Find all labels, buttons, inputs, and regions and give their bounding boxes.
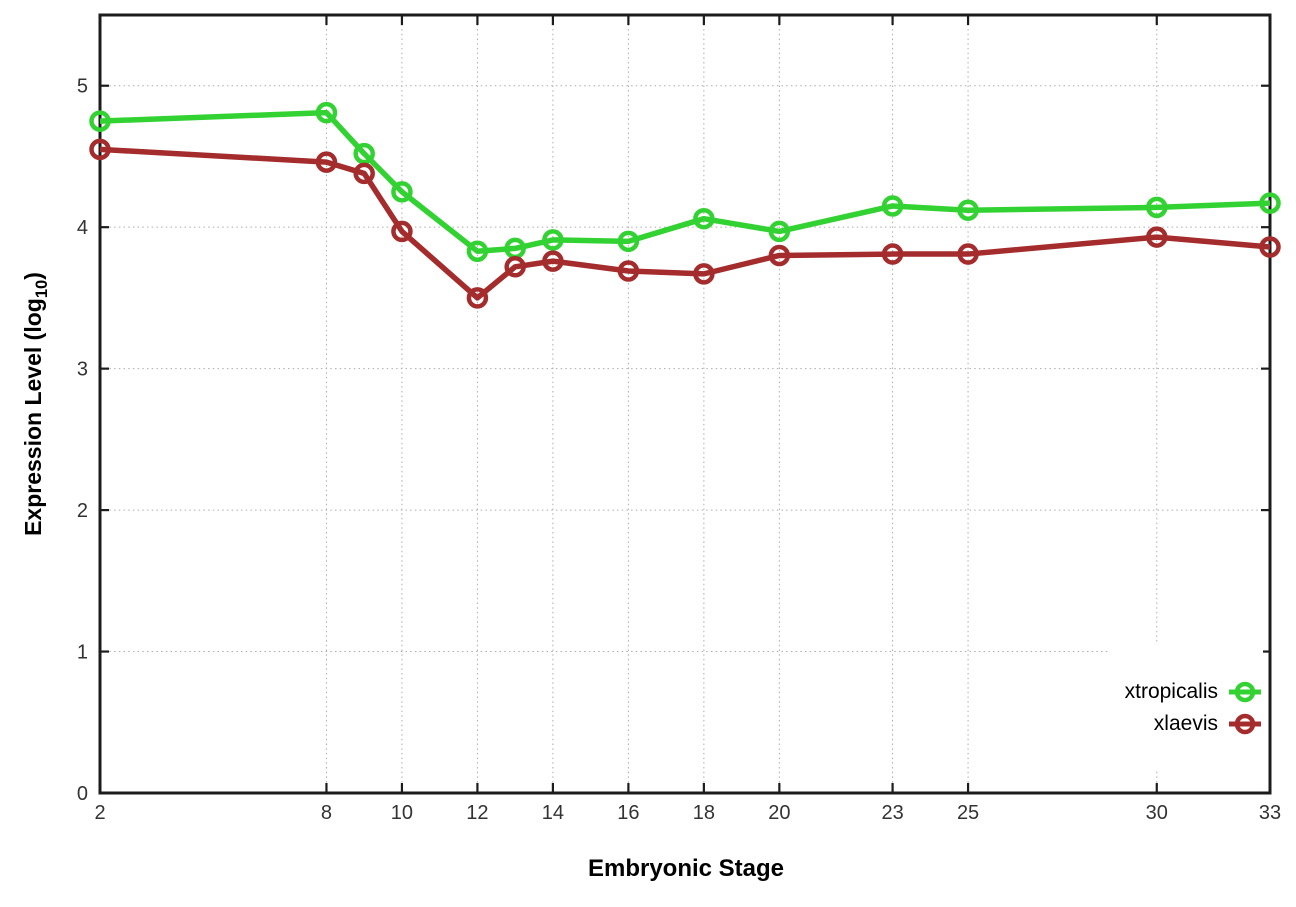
svg-text:5: 5 — [77, 76, 88, 98]
legend-item-xtropicalis: xtropicalis — [1125, 677, 1263, 707]
data-point-xlaevis-stage-20 — [768, 244, 791, 267]
svg-text:1: 1 — [77, 642, 88, 664]
svg-text:25: 25 — [957, 802, 979, 824]
data-point-xlaevis-stage-25 — [957, 243, 979, 265]
data-point-xtropicalis-stage-2 — [89, 110, 111, 132]
data-point-xtropicalis-stage-20 — [768, 220, 791, 243]
x-axis-title: Embryonic Stage — [587, 855, 785, 882]
data-point-xlaevis-stage-14 — [542, 250, 564, 272]
data-point-xtropicalis-stage-16 — [617, 230, 640, 253]
data-point-xtropicalis-stage-10 — [391, 181, 413, 203]
y-axis-title: Expression Level (log10) — [20, 272, 52, 536]
data-point-xlaevis-stage-30 — [1146, 226, 1168, 248]
svg-text:2: 2 — [77, 500, 88, 522]
legend-marker-xtropicalis-icon — [1229, 681, 1261, 703]
data-point-xtropicalis-stage-12 — [466, 240, 489, 262]
svg-text:0: 0 — [77, 783, 88, 805]
legend-marker-xlaevis-icon — [1229, 713, 1261, 735]
y-axis-title-subscript: 10 — [31, 279, 51, 299]
data-point-xtropicalis-stage-14 — [542, 229, 564, 251]
svg-text:18: 18 — [693, 802, 715, 824]
svg-text:23: 23 — [881, 802, 903, 824]
data-point-xlaevis-stage-9 — [353, 162, 375, 185]
data-point-xlaevis-stage-2 — [89, 138, 111, 161]
svg-text:10: 10 — [391, 802, 413, 824]
legend: xtropicalis xlaevis — [1108, 645, 1263, 771]
gridlines — [100, 15, 1271, 793]
data-point-xtropicalis-stage-8 — [315, 101, 338, 124]
data-point-xtropicalis-stage-33 — [1259, 192, 1281, 214]
data-point-xtropicalis-stage-30 — [1146, 196, 1168, 219]
data-point-xtropicalis-stage-23 — [881, 195, 904, 217]
data-point-xlaevis-stage-33 — [1259, 236, 1281, 258]
data-point-xlaevis-stage-10 — [391, 220, 413, 243]
svg-text:3: 3 — [77, 359, 88, 381]
x-tick-labels: 2 8 10 12 14 16 18 20 23 25 30 33 — [94, 802, 1281, 824]
svg-text:33: 33 — [1259, 802, 1281, 824]
legend-item-xlaevis: xlaevis — [1154, 709, 1263, 739]
series-xtropicalis — [89, 101, 1281, 262]
svg-text:8: 8 — [321, 802, 332, 824]
y-tick-labels: 0 1 2 3 4 5 — [77, 76, 88, 805]
series-xlaevis — [89, 138, 1281, 309]
svg-text:12: 12 — [466, 802, 488, 824]
data-point-xlaevis-stage-12 — [466, 287, 489, 309]
svg-text:14: 14 — [542, 802, 564, 824]
legend-label-xlaevis: xlaevis — [1153, 712, 1218, 735]
tick-marks — [98, 15, 1272, 795]
data-point-xlaevis-stage-23 — [881, 243, 904, 265]
data-point-xtropicalis-stage-25 — [957, 199, 979, 221]
data-point-xlaevis-stage-18 — [693, 263, 715, 285]
svg-text:20: 20 — [768, 802, 790, 824]
data-point-xlaevis-stage-13 — [504, 256, 526, 278]
svg-text:30: 30 — [1146, 802, 1168, 824]
plot-border — [98, 13, 1272, 795]
data-point-xlaevis-stage-16 — [617, 260, 640, 282]
legend-label-xtropicalis: xtropicalis — [1124, 680, 1218, 703]
y-axis-title-text: Expression Level (log — [20, 298, 47, 536]
svg-text:2: 2 — [94, 802, 105, 824]
data-point-xtropicalis-stage-9 — [353, 142, 375, 165]
data-point-xtropicalis-stage-18 — [693, 207, 715, 230]
svg-text:16: 16 — [617, 802, 639, 824]
svg-text:4: 4 — [77, 217, 88, 239]
data-point-xlaevis-stage-8 — [315, 151, 338, 173]
y-axis-title-close: ) — [20, 272, 47, 280]
